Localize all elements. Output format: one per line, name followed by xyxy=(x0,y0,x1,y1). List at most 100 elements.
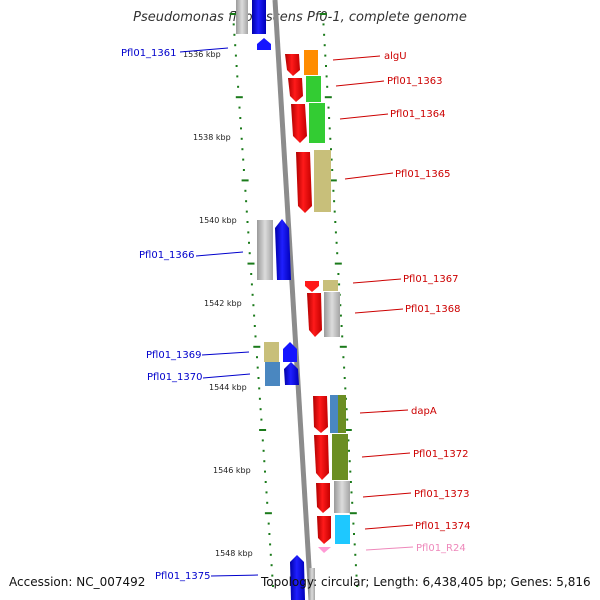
scale-tick-mark xyxy=(325,75,328,78)
gene-label-pfl01-1373: Pfl01_1373 xyxy=(414,489,470,500)
gene-arrow-pfl01-1368 xyxy=(307,293,322,337)
scale-tick-mark xyxy=(230,13,237,15)
scale-tick-mark xyxy=(265,491,268,494)
scale-tick-mark xyxy=(348,460,351,463)
gene-arrow-pfl01-1367 xyxy=(305,281,319,292)
scale-tick-mark xyxy=(238,106,241,109)
scale-tick-mark xyxy=(328,117,331,119)
scale-tick-mark xyxy=(334,231,337,234)
gene-label-pfl01-1366: Pfl01_1366 xyxy=(139,250,195,261)
scale-tick-mark xyxy=(330,148,332,151)
scale-tick-mark xyxy=(356,585,359,587)
scale-tick-mark xyxy=(270,564,273,567)
gene-arrow-pfl01-1369 xyxy=(283,342,297,362)
cog-block-pfl01-1368 xyxy=(324,292,340,337)
accession-text: Accession: NC_007492 xyxy=(9,575,146,589)
scale-tick-mark xyxy=(253,314,256,317)
scale-tick-mark xyxy=(269,543,272,546)
scale-tick-mark xyxy=(267,522,270,525)
leader-pfl01-r24 xyxy=(365,546,414,551)
scale-tick-mark xyxy=(250,283,253,286)
cog-block-pfl01-1366 xyxy=(257,220,273,280)
scale-tick-mark xyxy=(349,512,357,515)
scale-tick-mark xyxy=(349,481,352,483)
scale-tick-mark xyxy=(253,345,261,348)
tick-ring-right xyxy=(319,13,359,587)
scale-tick-mark xyxy=(329,179,337,182)
leader-pfl01-1372 xyxy=(361,452,411,458)
scale-tick-mark xyxy=(262,449,265,452)
scale-tick-mark xyxy=(263,460,266,463)
scale-tick-mark xyxy=(248,241,250,244)
scale-tick-mark xyxy=(323,44,326,47)
cog-block-pfl01-1364 xyxy=(309,103,325,143)
cog-block-pfl01-1373 xyxy=(334,481,350,513)
leader-pfl01-1368 xyxy=(354,308,404,314)
gene-block-top-blue xyxy=(252,0,266,34)
leader-pfl01-1365 xyxy=(344,172,394,180)
label-leaders xyxy=(179,47,414,577)
scale-labels: 1536 kbp 1538 kbp 1540 kbp 1542 kbp 1544… xyxy=(183,50,253,558)
leader-algu xyxy=(332,55,381,61)
scale-tick-mark xyxy=(258,397,261,400)
scale-tick-mark xyxy=(339,304,342,307)
gene-arrow-pfl01-1373 xyxy=(316,483,330,513)
scale-tick-mark xyxy=(343,377,346,379)
scale-tick-mark xyxy=(341,335,344,338)
scale-tick-mark xyxy=(245,210,248,213)
scale-tick-mark xyxy=(339,345,347,348)
scale-tick-mark xyxy=(235,65,238,67)
scale-tick-mark xyxy=(237,85,240,88)
scale-tick-label: 1548 kbp xyxy=(215,549,253,558)
scale-tick-mark xyxy=(240,127,242,130)
tick-ring-left xyxy=(230,13,274,587)
scale-tick-mark xyxy=(271,574,274,577)
scale-tick-mark xyxy=(347,439,350,442)
scale-tick-mark xyxy=(234,54,237,57)
scale-tick-mark xyxy=(236,75,239,78)
cog-block-pfl01-1374 xyxy=(335,515,350,544)
gene-arrow-pfl01-1363 xyxy=(288,78,303,102)
scale-tick-mark xyxy=(330,158,333,161)
map-title: Pseudomonas fluorescens Pf0-1, complete … xyxy=(133,10,467,25)
gene-arrow-pfl01-1364 xyxy=(291,104,307,143)
gene-arrow-pfl01-1361 xyxy=(257,38,271,50)
scale-tick-mark xyxy=(324,54,327,57)
scale-tick-mark xyxy=(241,148,244,151)
gene-arrow-pfl01-1366 xyxy=(275,219,291,280)
scale-tick-mark xyxy=(324,96,332,99)
scale-tick-mark xyxy=(268,533,271,535)
scale-tick-mark xyxy=(264,481,267,483)
gene-arrow-pfl01-1372 xyxy=(314,435,329,480)
scale-tick-mark xyxy=(328,127,331,130)
scale-tick-mark xyxy=(348,449,350,452)
cog-block-pfl01-1365 xyxy=(314,150,331,212)
scale-tick-mark xyxy=(252,304,255,307)
gene-label-pfl01-1365: Pfl01_1365 xyxy=(395,169,451,180)
topology-text: Topology: circular; Length: 6,438,405 bp… xyxy=(261,575,591,589)
leader-pfl01-1361 xyxy=(179,47,229,53)
cog-block-pfl01-1367 xyxy=(323,280,338,291)
gene-label-pfl01-1369: Pfl01_1369 xyxy=(146,350,202,361)
scale-tick-mark xyxy=(272,585,274,587)
scale-tick-label: 1536 kbp xyxy=(183,50,221,59)
scale-tick-mark xyxy=(338,283,341,286)
scale-tick-mark xyxy=(234,44,237,47)
genome-backbone xyxy=(272,0,314,600)
scale-tick-mark xyxy=(256,356,258,359)
scale-tick-mark xyxy=(355,574,358,577)
scale-tick-mark xyxy=(264,470,266,473)
scale-tick-mark xyxy=(242,169,245,171)
scale-tick-mark xyxy=(241,179,249,182)
gene-arrow-pfl01-1370 xyxy=(284,362,299,385)
scale-tick-mark xyxy=(346,418,349,421)
scale-tick-mark xyxy=(354,564,357,567)
scale-tick-mark xyxy=(247,231,250,234)
scale-tick-mark xyxy=(354,553,357,556)
cog-block-algu xyxy=(304,50,318,75)
scale-tick-mark xyxy=(339,314,342,317)
gene-arrow-pfl01-1365 xyxy=(296,152,312,213)
scale-tick-mark xyxy=(235,96,243,99)
scale-tick-mark xyxy=(248,252,251,255)
